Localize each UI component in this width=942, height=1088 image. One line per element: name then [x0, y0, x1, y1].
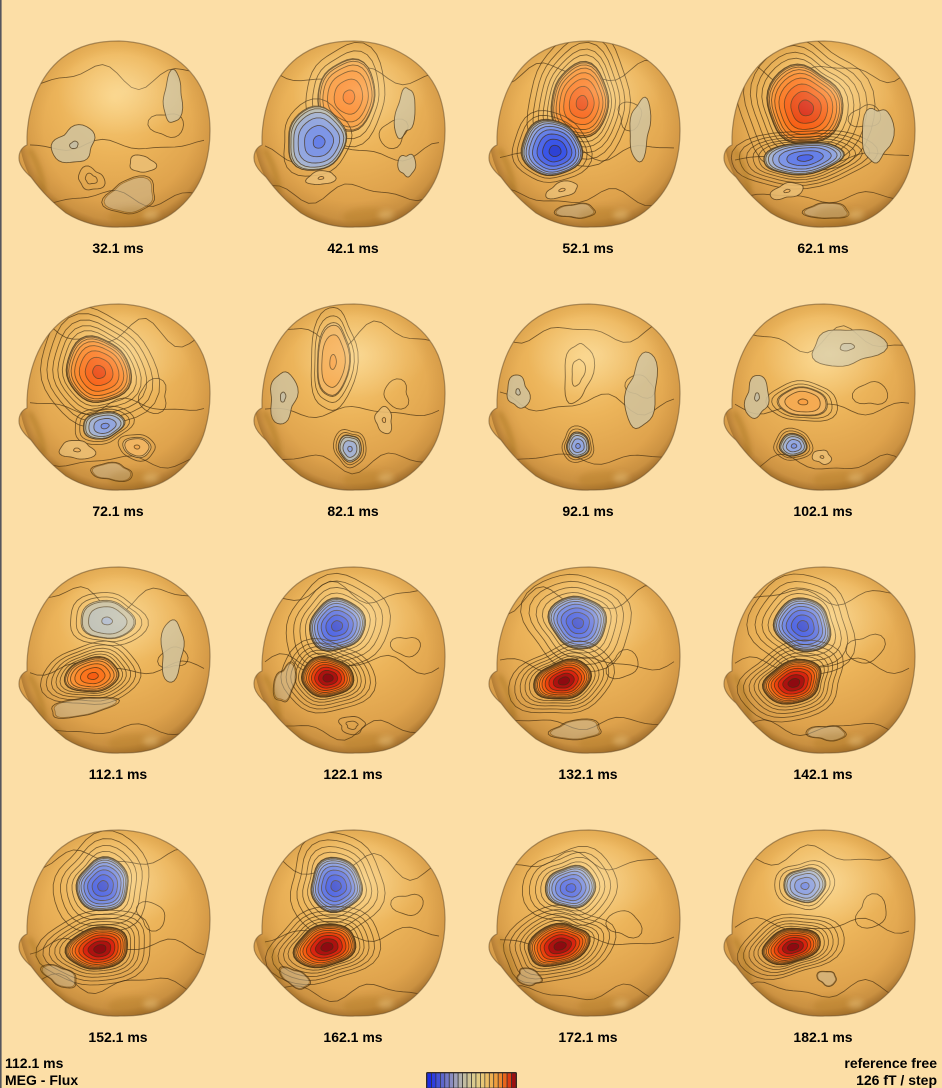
svg-text:52.1 ms: 52.1 ms — [562, 240, 614, 256]
svg-text:112.1 ms: 112.1 ms — [89, 766, 148, 782]
svg-text:132.1 ms: 132.1 ms — [558, 766, 617, 782]
svg-text:92.1 ms: 92.1 ms — [562, 503, 614, 519]
svg-text:72.1 ms: 72.1 ms — [92, 503, 144, 519]
svg-text:162.1 ms: 162.1 ms — [323, 1029, 382, 1045]
svg-text:122.1 ms: 122.1 ms — [323, 766, 382, 782]
svg-text:MEG - Flux: MEG - Flux — [5, 1072, 78, 1088]
svg-text:reference free: reference free — [844, 1055, 937, 1071]
svg-text:42.1 ms: 42.1 ms — [327, 240, 379, 256]
svg-text:182.1 ms: 182.1 ms — [793, 1029, 852, 1045]
svg-text:142.1 ms: 142.1 ms — [793, 766, 852, 782]
svg-text:32.1 ms: 32.1 ms — [92, 240, 144, 256]
svg-text:112.1 ms: 112.1 ms — [5, 1055, 64, 1071]
svg-text:102.1 ms: 102.1 ms — [793, 503, 852, 519]
svg-text:152.1 ms: 152.1 ms — [88, 1029, 147, 1045]
svg-text:82.1 ms: 82.1 ms — [327, 503, 379, 519]
svg-text:62.1 ms: 62.1 ms — [797, 240, 849, 256]
svg-text:172.1 ms: 172.1 ms — [558, 1029, 617, 1045]
svg-text:126 fT / step: 126 fT / step — [856, 1072, 937, 1088]
